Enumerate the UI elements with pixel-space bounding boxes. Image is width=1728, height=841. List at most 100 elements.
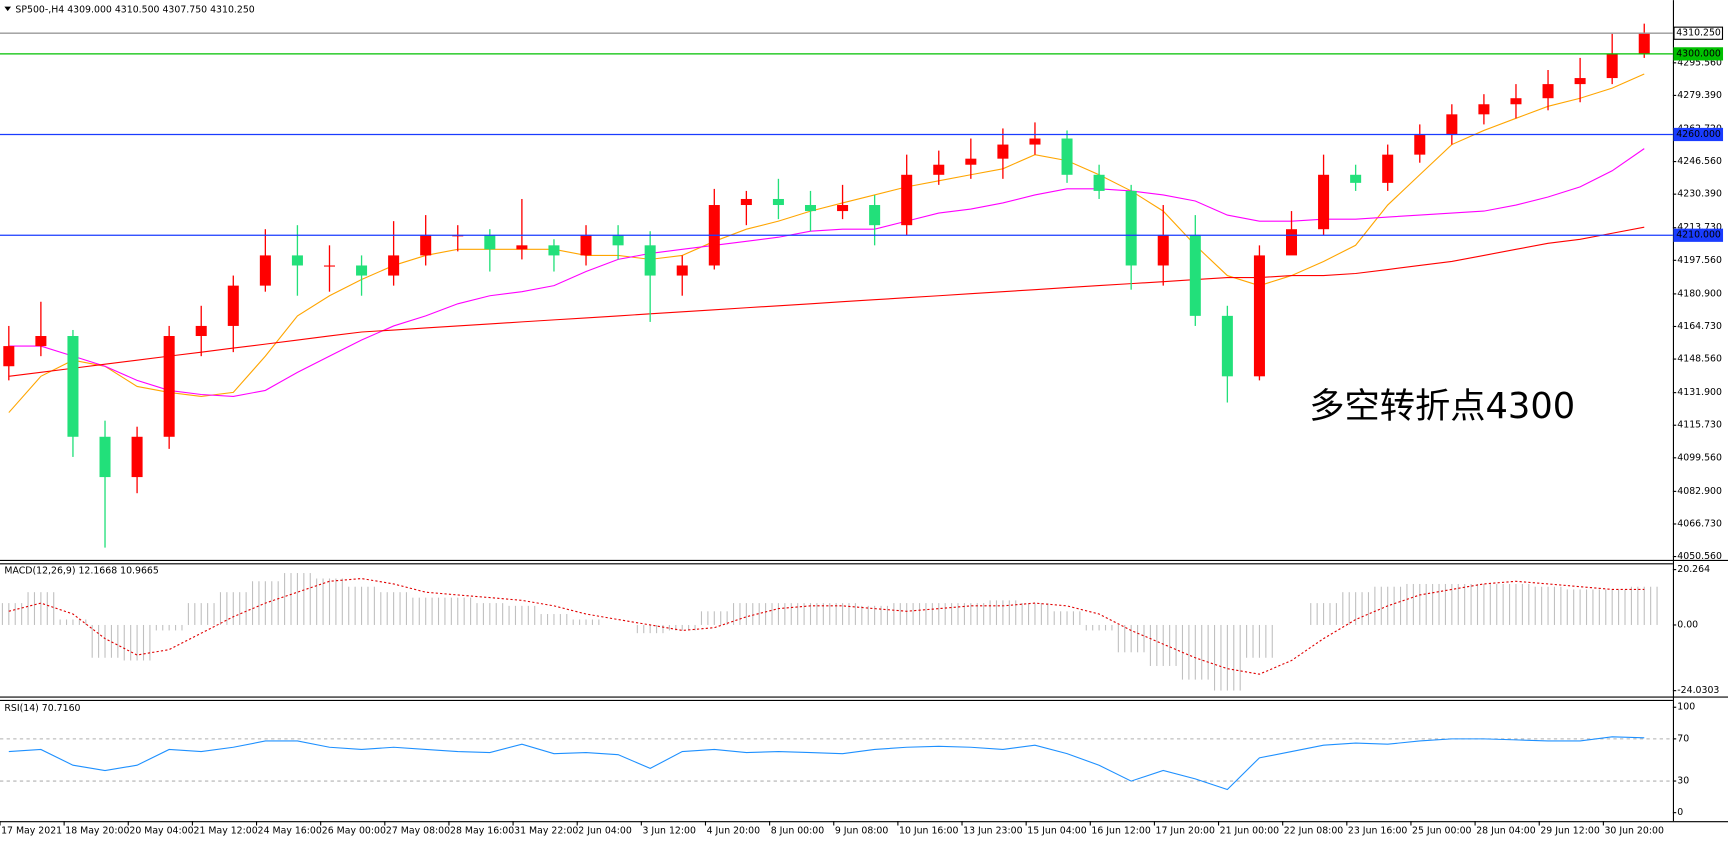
candle-body (1318, 174, 1330, 230)
candle-body (131, 436, 143, 478)
y-tick-label: 4180.900 (1677, 288, 1722, 299)
y-tick-label: 4230.390 (1677, 189, 1722, 200)
candle-body (1414, 134, 1426, 155)
x-tick-label: 28 May 16:00 (450, 826, 514, 837)
candle-body (67, 336, 79, 437)
x-tick-label: 23 Jun 16:00 (1348, 826, 1408, 837)
candle-body (484, 235, 496, 250)
y-tick-label: 4115.730 (1677, 420, 1722, 431)
y-tick-label: 30 (1677, 776, 1689, 787)
x-tick-label: 26 May 00:00 (322, 826, 386, 837)
candle-body (1253, 255, 1265, 377)
y-tick-label: 4164.730 (1677, 321, 1722, 332)
y-tick-label: -24.0303 (1677, 685, 1719, 696)
candle-body (612, 235, 624, 246)
y-tick-label: 4197.560 (1677, 255, 1722, 266)
candle-body (323, 265, 335, 267)
x-tick-label: 17 May 2021 (1, 826, 62, 837)
y-tick-label: 4295.560 (1677, 57, 1722, 68)
x-tick-label: 29 Jun 12:00 (1540, 826, 1600, 837)
candle-body (1478, 104, 1490, 115)
candle-body (548, 245, 560, 256)
y-tick-label: 100 (1677, 702, 1695, 713)
x-tick-label: 30 Jun 20:00 (1604, 826, 1664, 837)
candle-body (1542, 84, 1554, 99)
y-tick-label: 4099.560 (1677, 452, 1722, 463)
candle-body (420, 235, 432, 256)
y-tick-label: 4131.900 (1677, 387, 1722, 398)
x-tick-label: 3 Jun 12:00 (642, 826, 696, 837)
candle-body (1574, 78, 1586, 85)
x-tick-label: 24 May 16:00 (258, 826, 322, 837)
candle-body (772, 198, 784, 206)
candle-body (644, 245, 656, 276)
candle-body (997, 144, 1009, 159)
candle-body (1350, 174, 1362, 183)
y-tick-label: 4279.390 (1677, 90, 1722, 101)
candle-body (965, 158, 977, 165)
candle-body (1446, 114, 1458, 135)
candle-body (227, 285, 239, 326)
candle-body (1285, 229, 1298, 256)
level-label-box (1673, 127, 1724, 142)
level-label: 4310.250 (1676, 28, 1721, 39)
x-tick-label: 4 Jun 20:00 (707, 826, 761, 837)
moving-average (8, 73, 1645, 413)
candle-body (676, 265, 688, 276)
x-tick-label: 22 Jun 08:00 (1284, 826, 1344, 837)
candle-body (195, 325, 207, 337)
candle-body (291, 255, 303, 266)
level-label-box (1673, 228, 1724, 242)
candle-body (35, 336, 47, 347)
candle-body (1061, 138, 1073, 175)
x-tick-label: 31 May 22:00 (514, 826, 578, 837)
candle-body (1029, 138, 1041, 145)
candle-body (1606, 53, 1618, 79)
y-tick-label: 4246.560 (1677, 156, 1722, 167)
candle-body (1221, 315, 1233, 377)
x-tick-label: 25 Jun 00:00 (1412, 826, 1472, 837)
x-tick-label: 21 Jun 00:00 (1220, 826, 1280, 837)
y-tick-label: 4213.730 (1677, 222, 1722, 233)
x-tick-label: 15 Jun 04:00 (1027, 826, 1087, 837)
macd-signal (8, 577, 1645, 675)
moving-average (8, 148, 1645, 398)
level-label: 4210.000 (1676, 230, 1721, 241)
x-tick-label: 20 May 04:00 (129, 826, 193, 837)
y-tick-label: 4082.900 (1677, 486, 1722, 497)
candle-body (1093, 174, 1105, 191)
annotation: 多空转折点4300 (1309, 386, 1575, 427)
level-label: 4300.000 (1676, 48, 1721, 59)
rsi-line (8, 736, 1645, 791)
candle-body (1510, 98, 1522, 105)
candle-body (1125, 190, 1137, 266)
rsi-title: RSI(14) 70.7160 (4, 703, 80, 714)
x-tick-label: 16 Jun 12:00 (1091, 826, 1151, 837)
candle-body (516, 245, 528, 250)
level-label-box (1673, 26, 1724, 40)
candle-body (804, 205, 817, 212)
candle-body (3, 346, 15, 367)
y-tick-label: 4066.730 (1677, 518, 1722, 529)
candle-body (1382, 154, 1394, 183)
candle-body (580, 235, 592, 256)
y-tick-label: 20.264 (1677, 564, 1710, 575)
candle-body (1189, 235, 1201, 316)
y-tick-label: 0.00 (1677, 619, 1698, 630)
candle-body (837, 205, 849, 212)
x-tick-label: 10 Jun 16:00 (899, 826, 959, 837)
moving-average (8, 226, 1645, 377)
candle-body (388, 255, 400, 276)
x-tick-label: 18 May 20:00 (65, 826, 129, 837)
candle-body (1157, 235, 1169, 266)
x-tick-label: 28 Jun 04:00 (1476, 826, 1536, 837)
x-tick-label: 13 Jun 23:00 (963, 826, 1023, 837)
candle-body (99, 436, 111, 478)
menu-triangle (4, 6, 12, 12)
x-tick-label: 17 Jun 20:00 (1156, 826, 1216, 837)
x-tick-label: 2 Jun 04:00 (578, 826, 632, 837)
y-tick-label: 0 (1677, 807, 1683, 818)
x-tick-label: 9 Jun 08:00 (835, 826, 889, 837)
level-label: 4260.000 (1676, 129, 1721, 140)
